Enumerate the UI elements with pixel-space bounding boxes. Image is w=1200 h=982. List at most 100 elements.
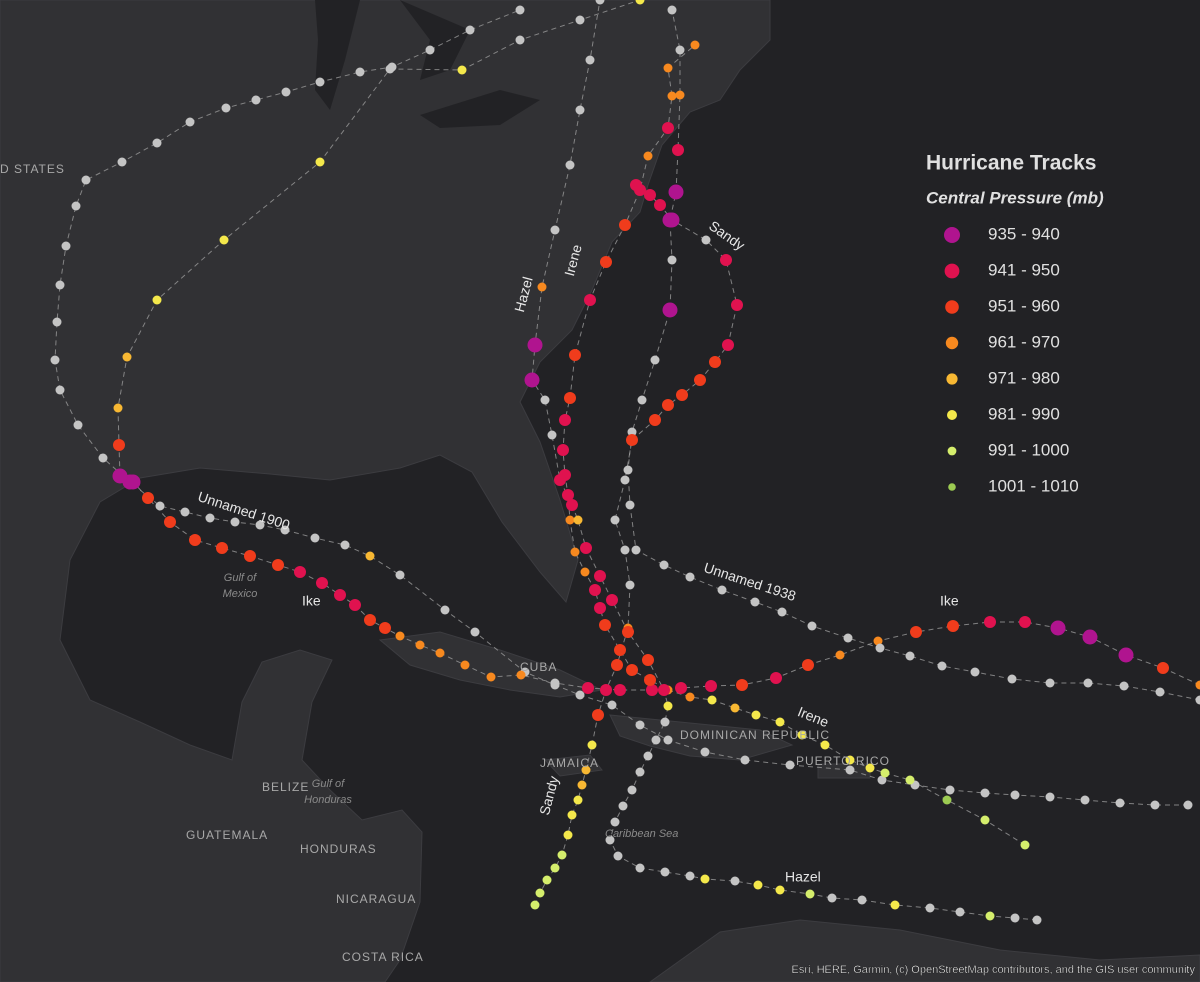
storm-position [112, 468, 128, 484]
storm-position [672, 144, 684, 156]
storm-position [599, 619, 611, 631]
storm-position [731, 299, 743, 311]
storm-position [216, 542, 228, 554]
storm-position [385, 64, 395, 74]
storm-position [873, 636, 883, 646]
storm-position [614, 684, 626, 696]
storm-position [663, 735, 673, 745]
storm-position [1010, 790, 1020, 800]
place-label: JAMAICA [540, 756, 599, 770]
storm-position [910, 626, 922, 638]
storm-position [547, 430, 557, 440]
legend-items: 935 - 940 941 - 950 951 - 960 961 - 970 971 … [944, 224, 1079, 495]
legend-subtitle: Central Pressure (mb) [926, 188, 1104, 207]
storm-position [582, 682, 594, 694]
storm-position [460, 660, 470, 670]
storm-position [843, 633, 853, 643]
legend-symbol [945, 336, 959, 350]
place-label: Gulf of [312, 778, 345, 790]
storm-position [527, 337, 543, 353]
storm-position [516, 670, 526, 680]
storm-position [1007, 674, 1017, 684]
track-line [531, 0, 1038, 921]
place-label: GUATEMALA [186, 828, 268, 842]
storm-position [643, 751, 653, 761]
storm-position [465, 25, 475, 35]
legend-label: 981 - 990 [988, 404, 1060, 423]
place-label: Gulf of [224, 572, 257, 584]
storm-position [700, 874, 710, 884]
storm-position [663, 63, 673, 73]
storm-position [280, 525, 290, 535]
legend-label: 951 - 960 [988, 296, 1060, 315]
storm-position [622, 626, 634, 638]
storm-position [701, 235, 711, 245]
storm-position [635, 767, 645, 777]
storm-position [955, 907, 965, 917]
storm-position [425, 45, 435, 55]
storm-position [694, 374, 706, 386]
storm-position [294, 566, 306, 578]
storm-position [835, 650, 845, 660]
lake [315, 0, 360, 110]
storm-position [625, 580, 635, 590]
great-lakes [315, 0, 540, 128]
storm-position [777, 607, 787, 617]
storm-position [709, 356, 721, 368]
storm-position [559, 414, 571, 426]
storm-position [565, 515, 575, 525]
storm-position [618, 801, 628, 811]
storm-position [1083, 678, 1093, 688]
storm-position [1050, 620, 1066, 636]
storm-position [880, 768, 890, 778]
storm-position [845, 755, 855, 765]
storm-position [610, 515, 620, 525]
storm-position [470, 627, 480, 637]
place-label: DOMINICAN REPUBLIC [680, 728, 830, 742]
storm-position [685, 572, 695, 582]
storm-position [52, 317, 62, 327]
storm-position [550, 225, 560, 235]
storm-position [272, 559, 284, 571]
storm-position [537, 282, 547, 292]
storm-position [877, 775, 887, 785]
storm-position [364, 614, 376, 626]
storm-position [1020, 840, 1030, 850]
storm-position [71, 201, 81, 211]
storm-position [827, 893, 837, 903]
storm-position [750, 597, 760, 607]
storm-position [365, 551, 375, 561]
storm-position [125, 474, 141, 490]
legend-label: 991 - 1000 [988, 440, 1069, 459]
storm-position [515, 35, 525, 45]
storm-position [875, 643, 885, 653]
legend: Hurricane Tracks Central Pressure (mb) 9… [926, 152, 1104, 496]
storm-position [180, 507, 190, 517]
storm-position [985, 911, 995, 921]
storm-position [55, 280, 65, 290]
storm-position [605, 835, 615, 845]
storm-position [281, 87, 291, 97]
storm-position [905, 651, 915, 661]
storm-position [751, 710, 761, 720]
storm-position [675, 90, 685, 100]
storm-position [230, 517, 240, 527]
storm-position [630, 179, 642, 191]
place-label: Caribbean Sea [605, 828, 678, 840]
storm-position [635, 720, 645, 730]
storm-position [592, 709, 604, 721]
place-label: COSTA RICA [342, 950, 424, 964]
storm-position [610, 817, 620, 827]
storm-position [569, 349, 581, 361]
storm-position [642, 654, 654, 666]
place-label: D STATES [0, 162, 65, 176]
storm-position [575, 105, 585, 115]
storm-position [1045, 678, 1055, 688]
storm-position [594, 570, 606, 582]
storm-position [942, 795, 952, 805]
storm-position [662, 399, 674, 411]
storm-position [785, 760, 795, 770]
legend-symbol [948, 483, 956, 491]
storm-position [667, 255, 677, 265]
storm-position [584, 294, 596, 306]
